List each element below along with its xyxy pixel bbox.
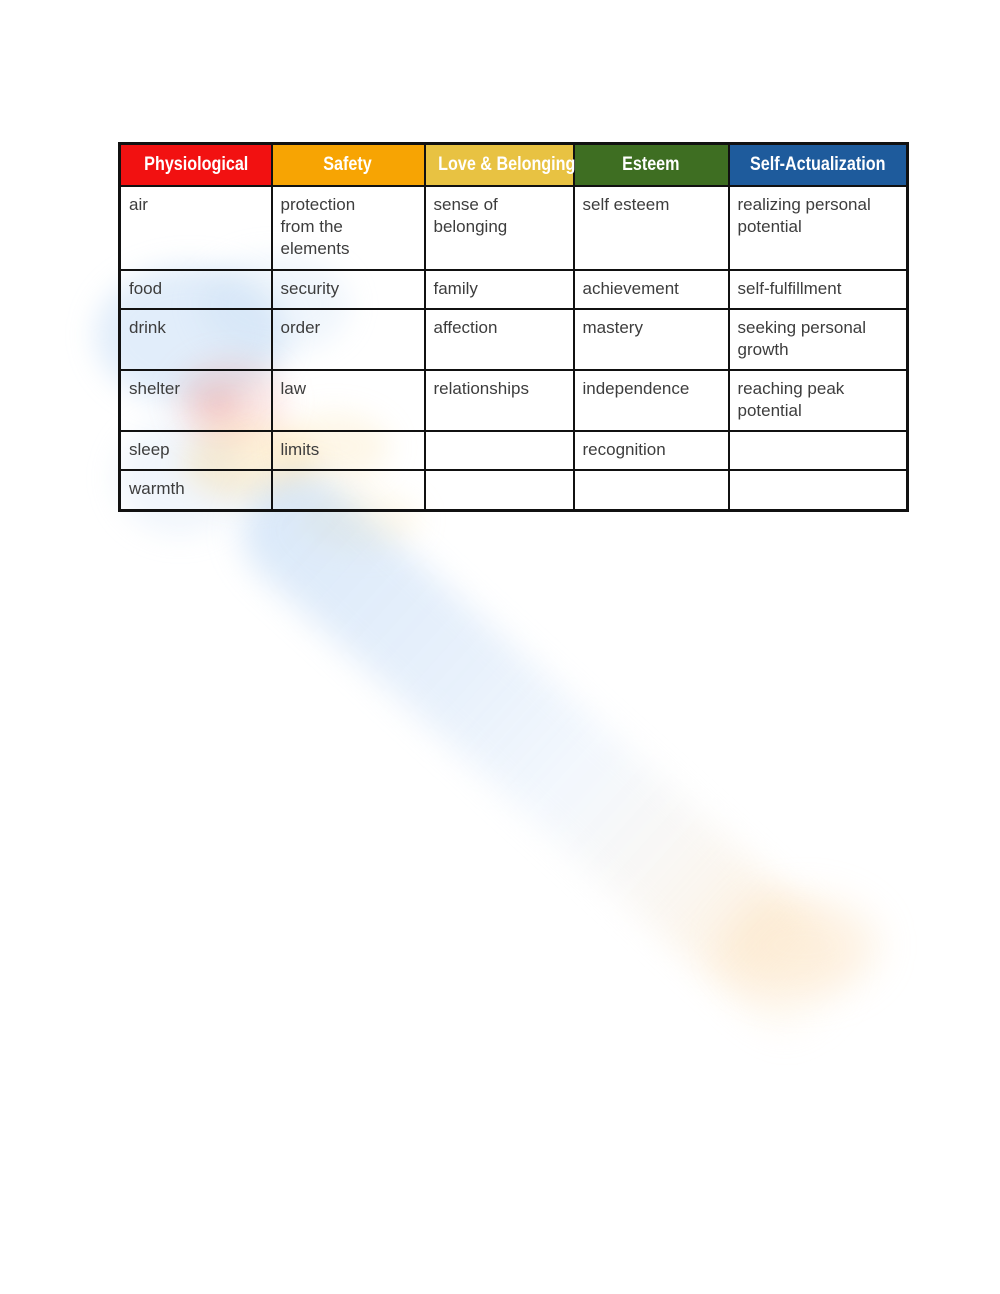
column-header-physiological: Physiological: [118, 142, 273, 187]
column-header-label: Safety: [323, 154, 373, 175]
table-cell: affection: [423, 308, 575, 371]
watermark-blob-peach: [725, 895, 880, 995]
table-cell: reaching peak potential: [727, 369, 909, 432]
table-cell: [423, 430, 575, 471]
table-cell: [572, 469, 730, 511]
table-cell: [727, 430, 909, 471]
table-row: sleep limits recognition: [118, 430, 909, 471]
table-cell: [423, 469, 575, 511]
table-header-row: Physiological Safety Love & Belonging Es…: [118, 142, 909, 187]
table-cell: achievement: [572, 269, 730, 310]
table-cell: self-fulfillment: [727, 269, 909, 310]
table-cell: air: [118, 185, 273, 271]
table-cell: [727, 469, 909, 511]
table-cell: shelter: [118, 369, 273, 432]
table-cell: security: [270, 269, 426, 310]
column-header-label: Physiological: [143, 154, 248, 175]
needs-table: Physiological Safety Love & Belonging Es…: [118, 142, 909, 512]
table-cell: seeking personal growth: [727, 308, 909, 371]
column-header-esteem: Esteem: [572, 142, 730, 187]
table-cell: law: [270, 369, 426, 432]
table-cell: protection from the elements: [270, 185, 426, 271]
table-cell: self esteem: [572, 185, 730, 271]
table-cell: [270, 469, 426, 511]
table-cell: mastery: [572, 308, 730, 371]
column-header-label: Esteem: [622, 154, 680, 175]
table-cell: independence: [572, 369, 730, 432]
table-row: drink order affection mastery seeking pe…: [118, 308, 909, 371]
table-cell: family: [423, 269, 575, 310]
table-cell: food: [118, 269, 273, 310]
table-row: warmth: [118, 469, 909, 511]
table-cell: realizing personal potential: [727, 185, 909, 271]
table-row: food security family achievement self-fu…: [118, 269, 909, 310]
column-header-safety: Safety: [270, 142, 426, 187]
table-cell: sense of belonging: [423, 185, 575, 271]
table-cell: recognition: [572, 430, 730, 471]
table-cell: limits: [270, 430, 426, 471]
table-row: air protection from the elements sense o…: [118, 185, 909, 271]
column-header-label: Love & Belonging: [437, 154, 575, 175]
table-cell: order: [270, 308, 426, 371]
table-cell: warmth: [118, 469, 273, 511]
watermark-diagonal-streak: [218, 450, 875, 1058]
table-row: shelter law relationships independence r…: [118, 369, 909, 432]
column-header-label: Self-Actualization: [750, 154, 886, 175]
table-cell: relationships: [423, 369, 575, 432]
table-cell: drink: [118, 308, 273, 371]
column-header-love-belonging: Love & Belonging: [423, 142, 575, 187]
table-cell: sleep: [118, 430, 273, 471]
column-header-self-actualization: Self-Actualization: [727, 142, 909, 187]
